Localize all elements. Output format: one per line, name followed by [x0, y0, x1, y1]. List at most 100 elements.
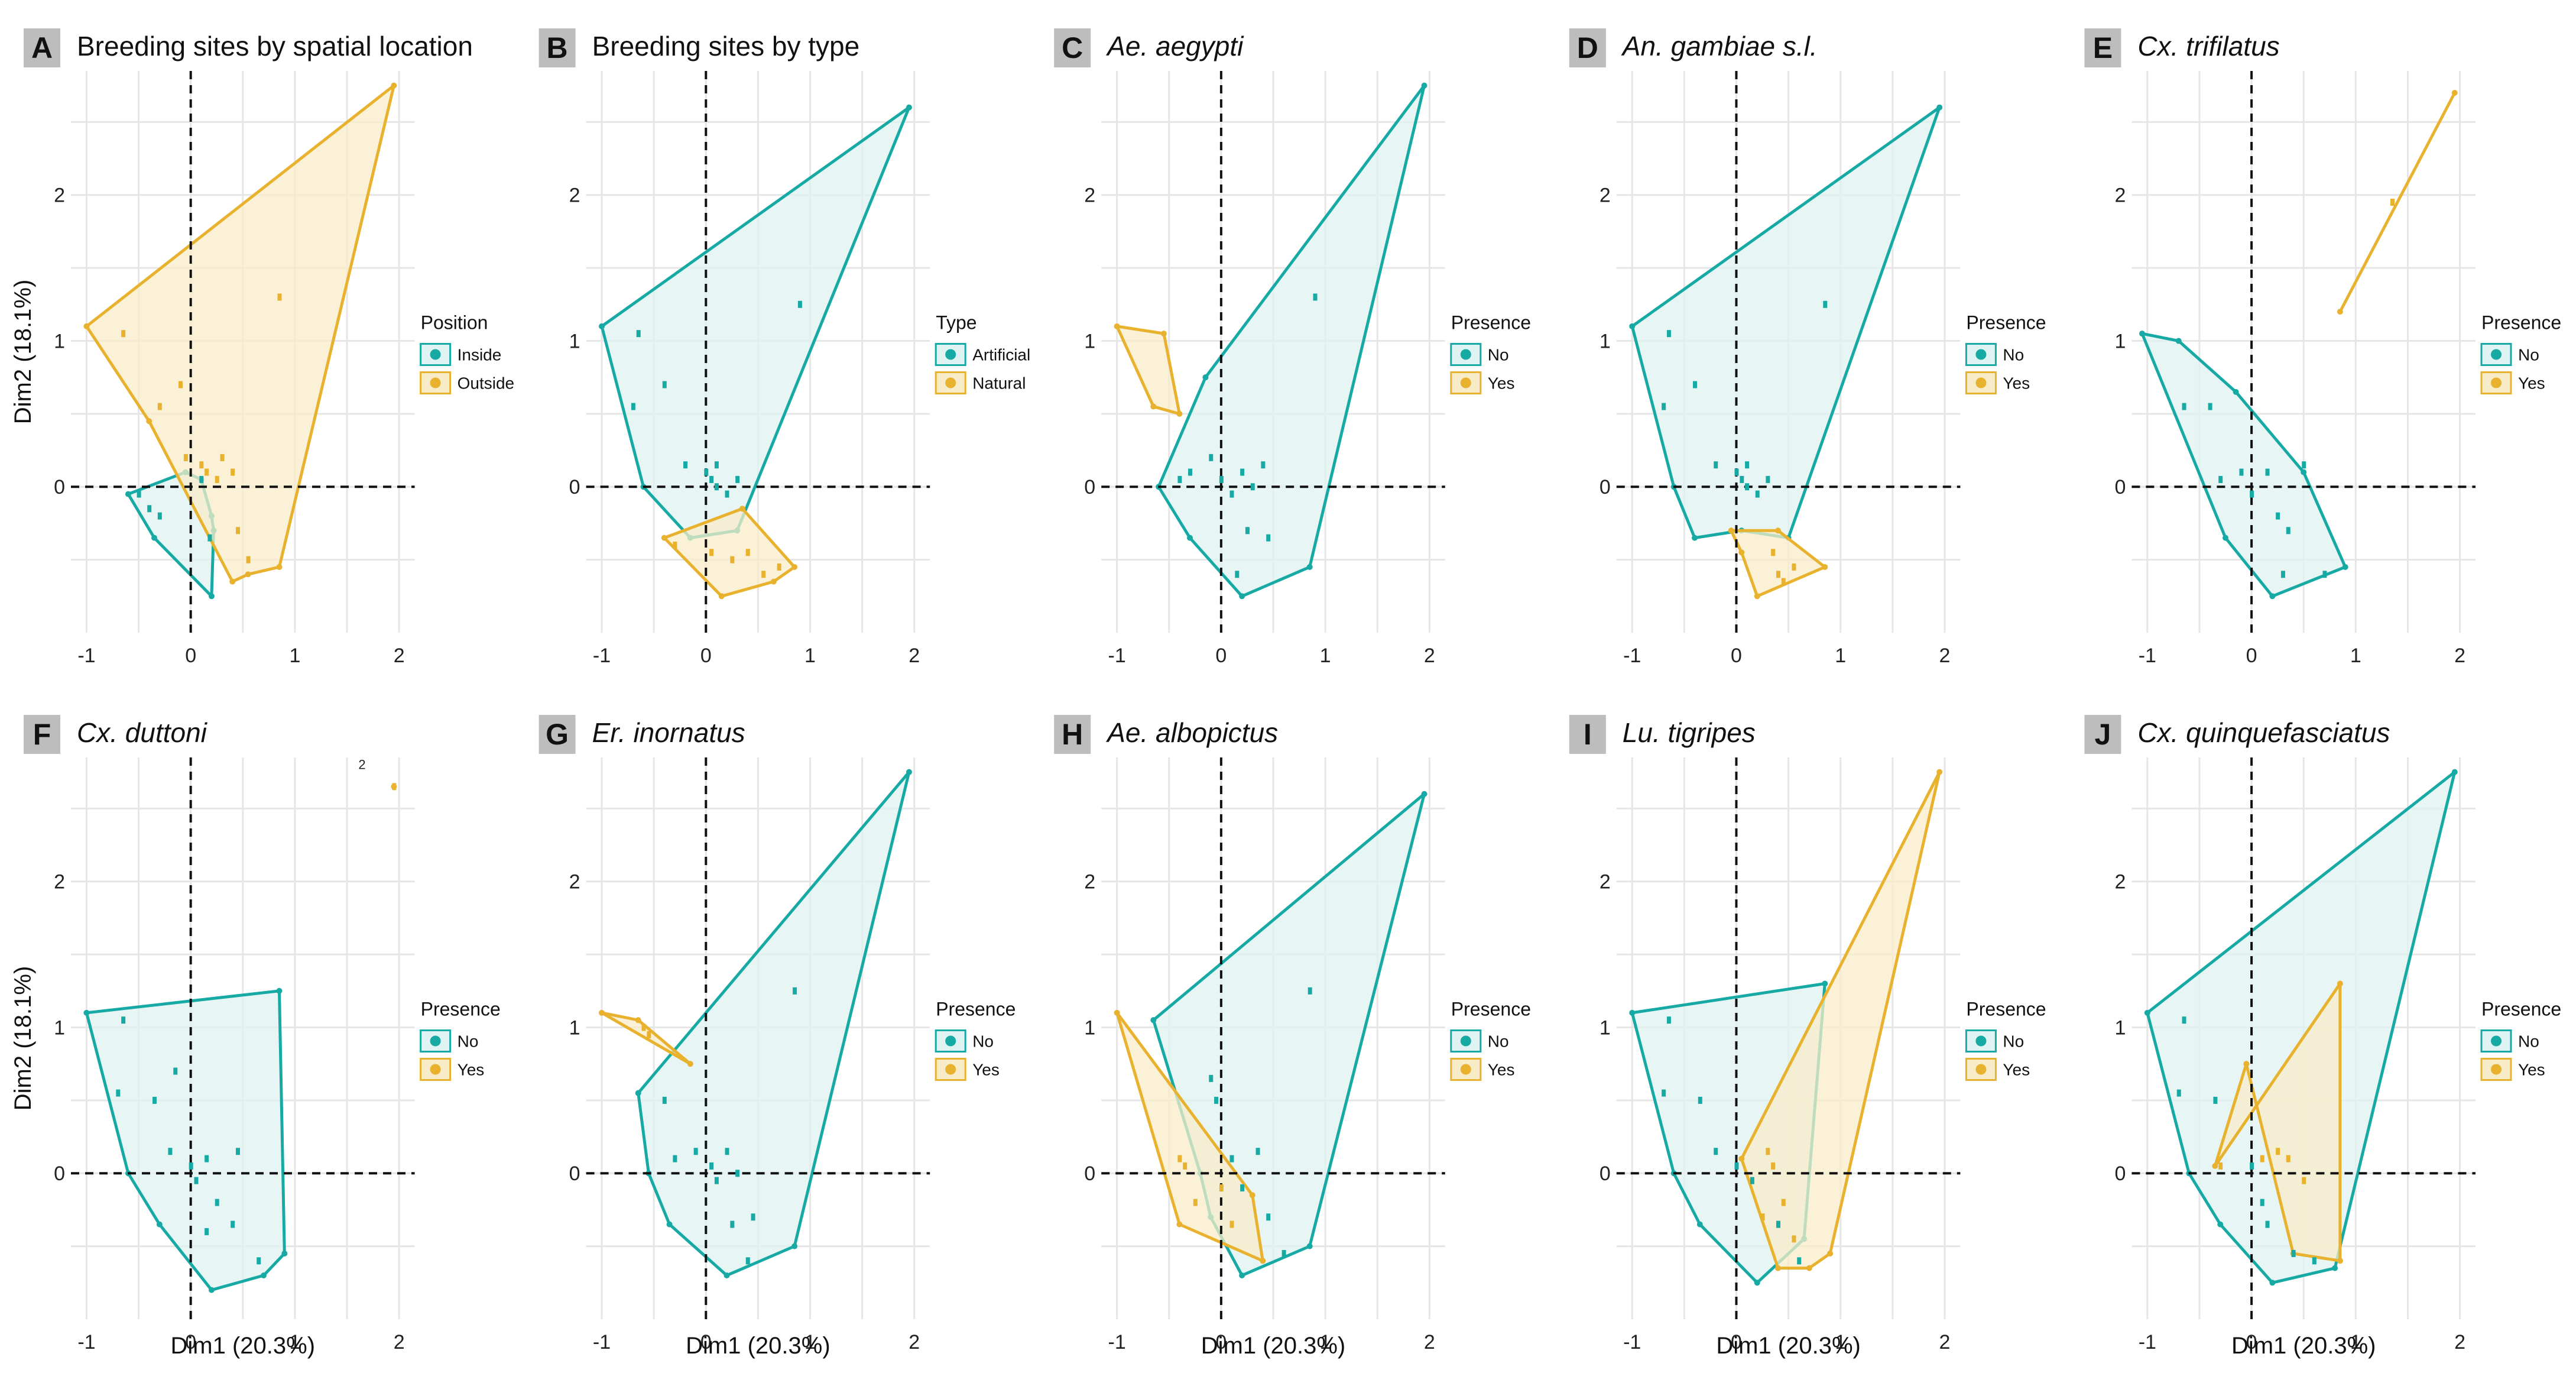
panel-title: Er. inornatus	[592, 717, 745, 748]
data-point-artificial	[709, 475, 714, 483]
x-tick-label: 0	[1215, 1331, 1227, 1353]
x-tick-label: 0	[2246, 1331, 2257, 1353]
data-point-no	[2260, 1199, 2264, 1206]
data-point-yes	[2390, 199, 2395, 206]
data-point-no	[735, 1170, 740, 1177]
hull-vertex	[1114, 323, 1120, 329]
x-tick-label: 2	[909, 1331, 920, 1353]
x-tick-label: -1	[2139, 645, 2156, 667]
x-tick-label: -1	[77, 1331, 95, 1353]
legend-dot	[1975, 1064, 1987, 1075]
data-point-no	[1714, 1148, 1718, 1155]
data-point-no	[730, 1220, 735, 1228]
legend-title: Position	[421, 312, 488, 333]
legend-entry: No	[1488, 345, 1509, 364]
data-point-no	[1755, 490, 1760, 498]
data-point-yes	[1219, 1184, 1224, 1191]
hull-vertex	[2269, 593, 2276, 600]
x-tick-label: 2	[2454, 645, 2465, 667]
hull-vertex	[666, 1221, 673, 1228]
panel-letter-box	[538, 715, 576, 754]
panel-title: Cx. duttoni	[77, 717, 208, 748]
data-point-no	[152, 1096, 157, 1104]
data-point-no	[1250, 483, 1255, 491]
data-point-no	[662, 1096, 667, 1104]
data-point-yes	[1760, 1213, 1765, 1221]
legend-title: Presence	[1966, 312, 2046, 333]
panel-title: Breeding sites by spatial location	[77, 31, 473, 61]
y-tick-label: 1	[1084, 1016, 1095, 1039]
data-point-yes	[2276, 1148, 2280, 1155]
x-tick-label: 2	[1939, 645, 1951, 667]
data-point-no	[1266, 1213, 1271, 1221]
hull-vertex	[1421, 791, 1427, 797]
data-point-no	[2286, 527, 2291, 535]
x-tick-label: 0	[2246, 645, 2257, 667]
hull-vertex	[791, 1243, 798, 1249]
data-point-yes	[392, 783, 397, 791]
hull-vertex	[1114, 1009, 1120, 1016]
legend-dot	[1975, 1035, 1987, 1047]
data-point-no	[714, 1177, 719, 1184]
hull-vertex	[1754, 1280, 1760, 1286]
y-tick-label: 2	[1600, 871, 1611, 893]
panel-letter-box	[24, 715, 60, 754]
y-tick-label: 0	[54, 476, 65, 498]
data-point-no	[1313, 293, 1318, 301]
data-point-no	[2291, 1249, 2296, 1257]
hull-vertex	[2175, 338, 2182, 344]
panel-letter: E	[2093, 31, 2113, 64]
panel-a: A Breeding sites by spatial location -1 0 1 2…	[10, 28, 514, 667]
data-point-no	[2276, 512, 2280, 520]
legend-title: Presence	[2481, 312, 2561, 333]
hull-vertex	[1806, 1265, 1812, 1271]
data-point-no	[1281, 1249, 1286, 1257]
hull-vertex	[276, 987, 283, 994]
hull-vertex	[1150, 403, 1157, 410]
hull-vertex	[1629, 1009, 1636, 1016]
data-point-yes	[1193, 1199, 1198, 1206]
data-point-yes	[1771, 1162, 1776, 1170]
hull-vertex	[635, 1090, 641, 1096]
y-tick-label: 0	[54, 1162, 65, 1185]
hull-yes	[1740, 770, 1941, 1270]
data-point-yes	[2218, 1162, 2223, 1170]
legend-entry: No	[2003, 1032, 2024, 1050]
legend-entry: Yes	[458, 1060, 485, 1079]
data-point-yes	[2260, 1155, 2264, 1162]
data-point-no	[1823, 300, 1828, 308]
legend-entry: No	[458, 1032, 479, 1050]
legend-dot	[1975, 377, 1987, 388]
data-point-natural	[777, 563, 781, 571]
hull-vertex	[2451, 769, 2458, 775]
legend-dot	[1460, 1035, 1471, 1047]
hull-vertex	[2243, 1061, 2250, 1067]
data-point-no	[1245, 527, 1250, 535]
hull-vertex	[1176, 1221, 1183, 1228]
data-point-no	[168, 1148, 173, 1155]
hull-vertex	[276, 564, 283, 570]
x-tick-label: 1	[1835, 1331, 1846, 1353]
x-axis-title: Dim1 (20.3%)	[1201, 1333, 1346, 1359]
hull-vertex	[2144, 1009, 2150, 1016]
hull-vertex	[1239, 593, 1245, 600]
legend-entry: Inside	[458, 345, 502, 364]
data-point-artificial	[725, 490, 729, 498]
hull-vertex	[1629, 323, 1636, 329]
data-point-no	[1214, 1096, 1219, 1104]
data-point-yes	[1229, 1220, 1234, 1228]
data-point-no	[2265, 1220, 2270, 1228]
data-point-no	[1740, 475, 1744, 483]
data-point-no	[673, 1155, 677, 1162]
data-point-no	[235, 1148, 240, 1155]
data-point-natural	[709, 549, 714, 556]
data-point-natural	[730, 556, 735, 564]
panel-letter: C	[1062, 31, 1083, 64]
data-point-no	[2302, 461, 2306, 469]
x-tick-label: 2	[2454, 1331, 2465, 1353]
x-tick-label: 0	[1731, 645, 1742, 667]
hull-vertex	[2337, 980, 2343, 987]
legend-dot	[945, 377, 956, 388]
hull-vertex	[1691, 535, 1698, 541]
panel-letter-box	[2084, 28, 2121, 67]
